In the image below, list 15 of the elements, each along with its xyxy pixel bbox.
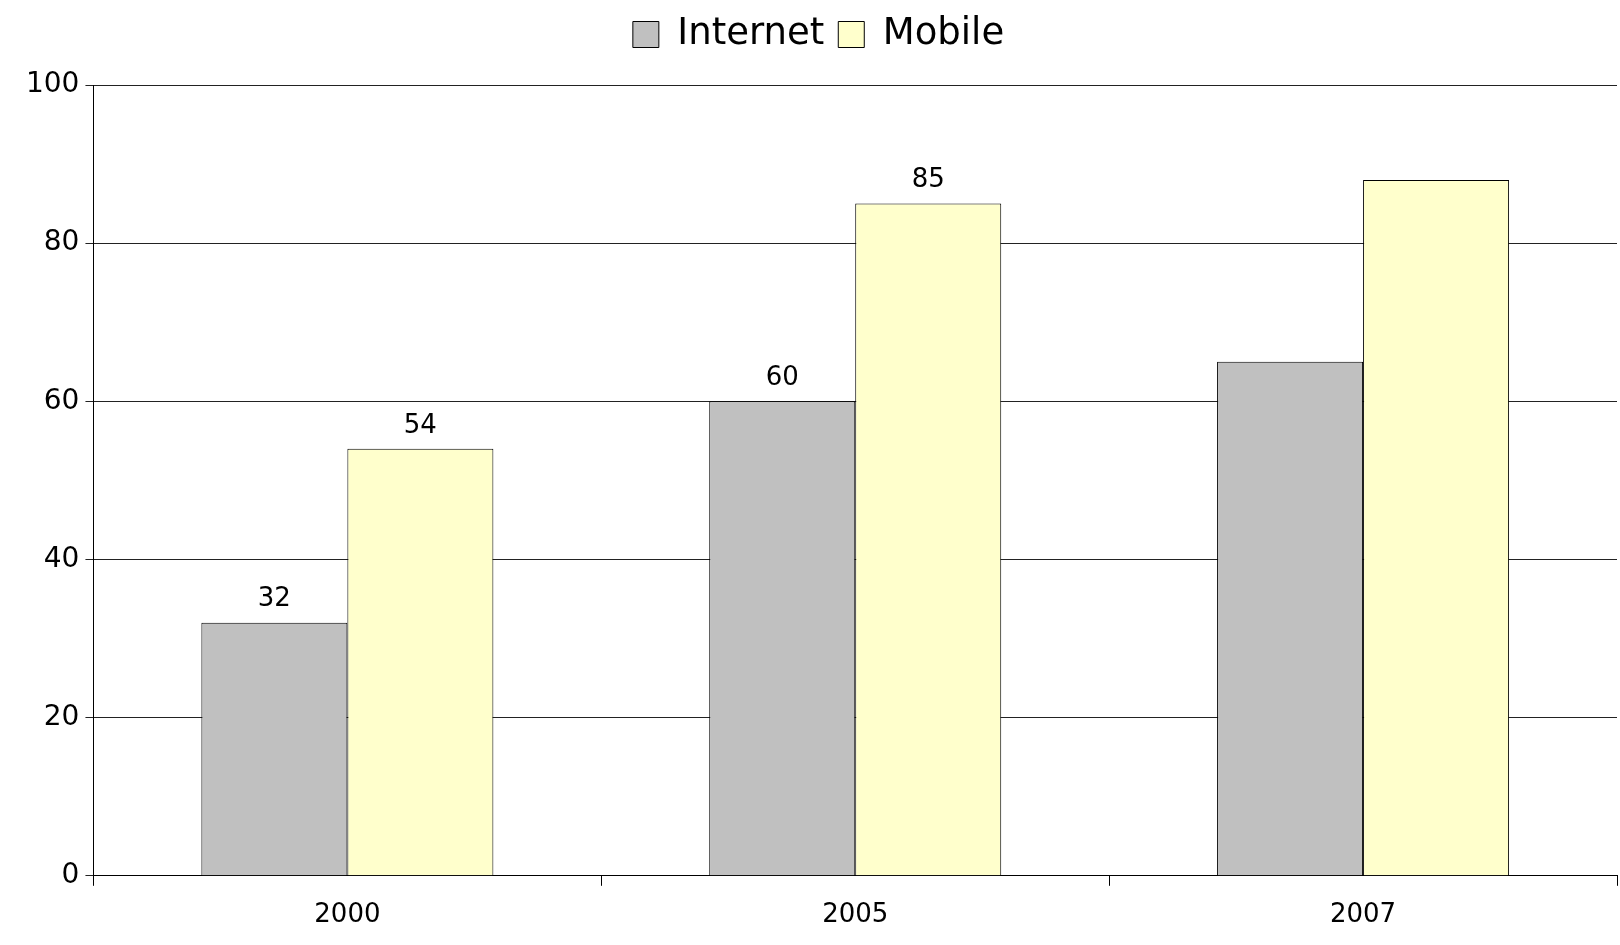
- data-label: 85: [911, 163, 945, 194]
- x-tick-label: 2000: [314, 898, 381, 929]
- y-tick-label: 20: [43, 698, 80, 732]
- legend-label: Internet: [677, 10, 825, 54]
- x-tick-label: 2007: [1329, 898, 1397, 929]
- y-tick-label: 80: [43, 224, 80, 258]
- x-tick-label: 2005: [822, 898, 889, 929]
- y-tick-label: 100: [25, 66, 80, 100]
- y-tick-label: 0: [61, 857, 80, 891]
- data-label: 60: [765, 361, 799, 392]
- data-label: 54: [403, 408, 437, 439]
- y-tick-label: 40: [43, 540, 80, 574]
- y-tick-label: 60: [43, 382, 80, 416]
- data-label: 32: [257, 582, 291, 613]
- legend-label: Mobile: [882, 10, 1005, 54]
